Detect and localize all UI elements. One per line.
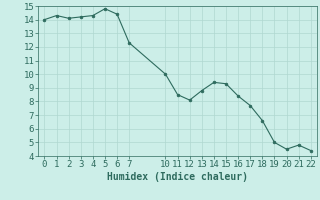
X-axis label: Humidex (Indice chaleur): Humidex (Indice chaleur) [107,172,248,182]
